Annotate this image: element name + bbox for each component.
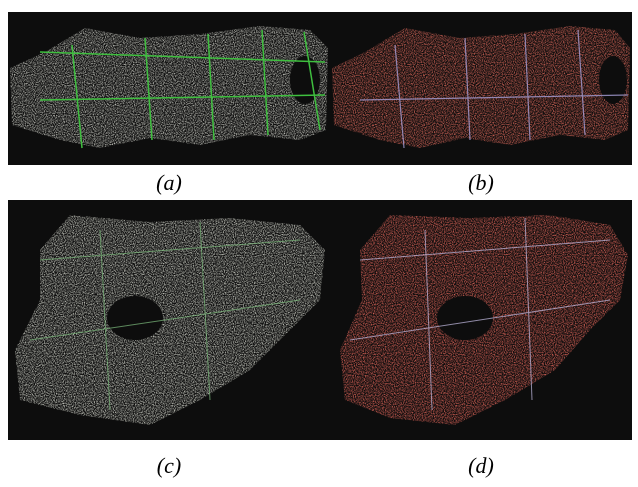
panel-c bbox=[8, 200, 330, 440]
caption: (d) bbox=[468, 453, 494, 478]
panel-a bbox=[8, 12, 330, 165]
panel-d bbox=[330, 200, 632, 440]
caption: (c) bbox=[157, 453, 181, 478]
figure: (a) (b) (c) (d) bbox=[0, 0, 638, 487]
panel-b bbox=[330, 12, 632, 165]
caption: (a) bbox=[156, 170, 182, 195]
page: (a) (b) (c) (d) (() => { const data = JS… bbox=[0, 0, 638, 487]
caption: (b) bbox=[468, 170, 494, 195]
